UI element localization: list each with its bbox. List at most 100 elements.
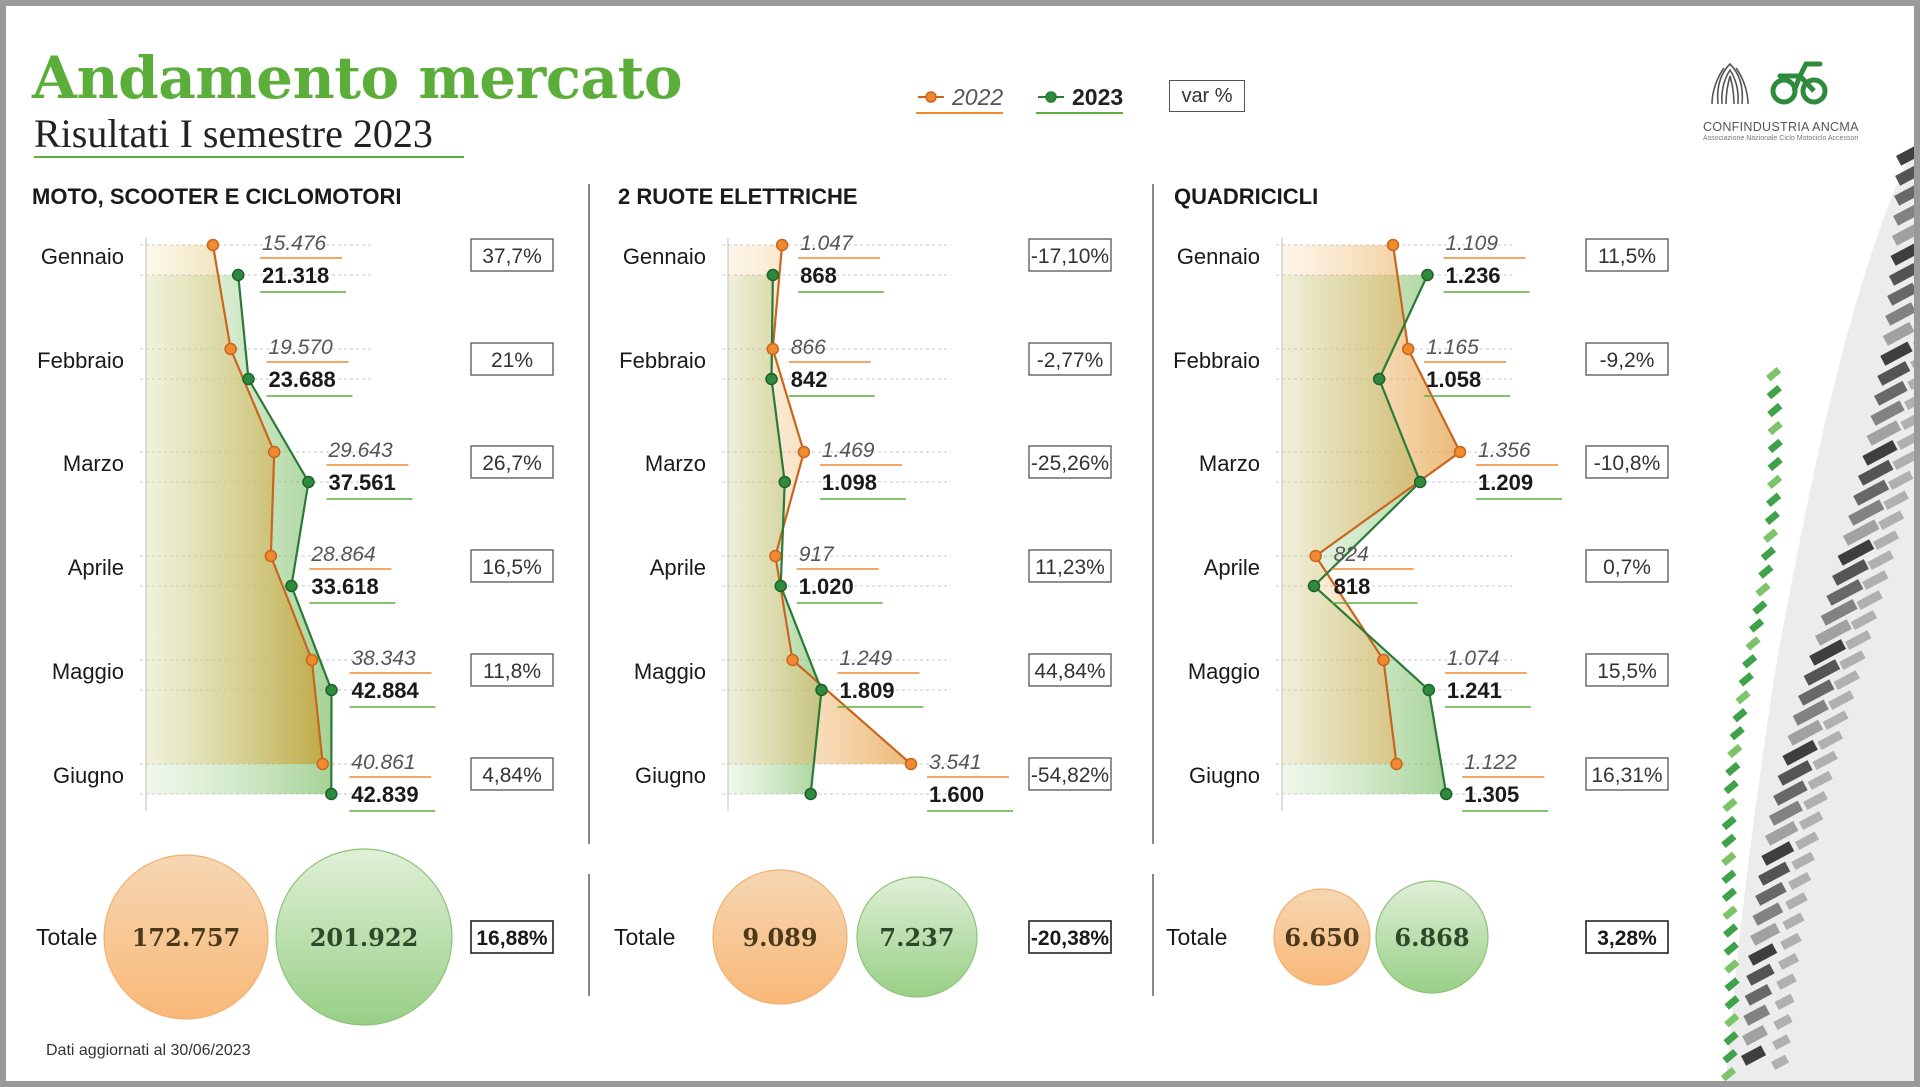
- var-value: -17,10%: [1031, 245, 1109, 268]
- total-var-box: [1028, 920, 1112, 954]
- total-bubble-2023: [1375, 880, 1489, 994]
- track-block: [1896, 146, 1914, 166]
- var-value: 11,8%: [483, 660, 541, 683]
- var-box: [470, 549, 554, 583]
- point-2022-aprile: [769, 549, 782, 563]
- track-block: [1791, 851, 1815, 870]
- total-var-value: 3,28%: [1597, 927, 1657, 950]
- ancma-logo-icon: [1711, 61, 1828, 105]
- var-value: 26,7%: [482, 452, 542, 475]
- track-block: [1894, 184, 1914, 206]
- track-green-block: [1725, 761, 1741, 777]
- track-block: [1890, 243, 1914, 266]
- track-block: [1862, 440, 1898, 466]
- category-label: Aprile: [650, 555, 706, 580]
- track-block: [1812, 750, 1838, 770]
- track-green-block: [1767, 420, 1783, 436]
- value-label-2022: 40.861: [351, 751, 415, 774]
- track-block: [1878, 510, 1905, 530]
- var-box: [1028, 238, 1112, 272]
- track-block: [1867, 550, 1894, 570]
- category-label: Giugno: [53, 763, 124, 788]
- value-label-2023: 23.688: [268, 367, 335, 392]
- var-box: [1028, 445, 1112, 479]
- total-label: Totale: [614, 924, 675, 950]
- point-2022-maggio: [1377, 653, 1390, 667]
- point-2023-febbraio: [1372, 372, 1386, 386]
- legend-label-2023: 2023: [1072, 83, 1124, 110]
- point-2022-giugno: [904, 757, 918, 771]
- track-block: [1832, 559, 1869, 586]
- track-block: [1742, 1024, 1769, 1046]
- var-box: [1028, 549, 1112, 583]
- track-block: [1857, 459, 1894, 486]
- total-var-box: [1585, 920, 1669, 954]
- point-2022-gennaio: [206, 238, 220, 252]
- value-label-2022: 19.570: [268, 336, 333, 359]
- track-block: [1887, 470, 1914, 490]
- track-green-block: [1767, 438, 1783, 454]
- subtitle-underline: [34, 156, 464, 158]
- value-label-2023: 1.305: [1464, 782, 1519, 807]
- var-value: 44,84%: [1034, 660, 1105, 683]
- track-block: [1748, 943, 1778, 966]
- track-block: [1877, 361, 1911, 386]
- track-block: [1792, 699, 1829, 726]
- track-block: [1885, 302, 1914, 326]
- legend-label-2022: 2022: [952, 83, 1004, 110]
- footnote: Dati aggiornati al 30/06/2023: [46, 1042, 251, 1059]
- value-label-2023: 1.098: [822, 470, 877, 495]
- track-block: [1893, 204, 1914, 226]
- legend-marker-2022-icon: [918, 91, 944, 103]
- category-label: Giugno: [635, 763, 706, 788]
- total-value-2023: 7.237: [879, 923, 954, 952]
- track-block: [1817, 730, 1844, 750]
- charts-area: Gennaio 15.476 21.318 37,7% Febbraio 19.570 23…: [36, 232, 1669, 1026]
- total-label: Totale: [1166, 924, 1227, 950]
- category-label: Aprile: [1204, 555, 1260, 580]
- value-label-2023: 42.839: [351, 782, 418, 807]
- track-block: [1750, 922, 1781, 946]
- total-bubble-2022: [712, 869, 848, 1005]
- series-line-2022: [211, 244, 324, 765]
- var-box: [470, 653, 554, 687]
- track-block: [1743, 1004, 1771, 1026]
- value-label-2022: 1.122: [1464, 751, 1517, 774]
- track-green-block: [1724, 1013, 1740, 1028]
- point-2023-giugno: [325, 787, 338, 801]
- point-2023-maggio: [815, 683, 828, 697]
- category-label: Marzo: [1199, 451, 1260, 476]
- category-label: Maggio: [1188, 659, 1260, 684]
- var-value: 21%: [491, 349, 533, 372]
- track-block: [1882, 321, 1914, 346]
- track-green-block: [1745, 636, 1761, 651]
- value-label-2023: 37.561: [328, 470, 395, 495]
- track-green-block: [1735, 690, 1751, 705]
- track-block: [1862, 570, 1889, 590]
- track-block: [1764, 820, 1799, 846]
- track-block: [1803, 791, 1828, 810]
- point-2023-gennaio: [1421, 268, 1434, 282]
- track-block: [1896, 430, 1914, 450]
- track-green-block: [1752, 600, 1768, 615]
- category-label: Aprile: [68, 555, 124, 580]
- value-label-2022: 15.476: [262, 232, 327, 255]
- point-2022-marzo: [797, 445, 811, 459]
- track-block: [1837, 539, 1875, 566]
- track-block: [1798, 811, 1824, 830]
- track-green-block: [1727, 743, 1743, 759]
- track-block: [1892, 450, 1914, 470]
- track-green-block: [1764, 510, 1780, 525]
- section-title-elettriche: 2 RUOTE ELETTRICHE: [618, 184, 858, 209]
- point-2022-marzo: [1453, 445, 1467, 459]
- track-green-block: [1721, 887, 1738, 902]
- var-box: [470, 757, 554, 791]
- value-label-2023: 1.209: [1478, 470, 1533, 495]
- track-green-block: [1766, 384, 1782, 400]
- total-value-2022: 172.757: [132, 923, 241, 952]
- track-green-block: [1760, 546, 1776, 561]
- section-title-quadricicli: QUADRICICLI: [1174, 184, 1319, 209]
- chart-panel-0: Gennaio 15.476 21.318 37,7% Febbraio 19.570 23…: [36, 232, 554, 1026]
- value-label-2023: 868: [800, 263, 837, 288]
- point-2023-maggio: [325, 683, 338, 697]
